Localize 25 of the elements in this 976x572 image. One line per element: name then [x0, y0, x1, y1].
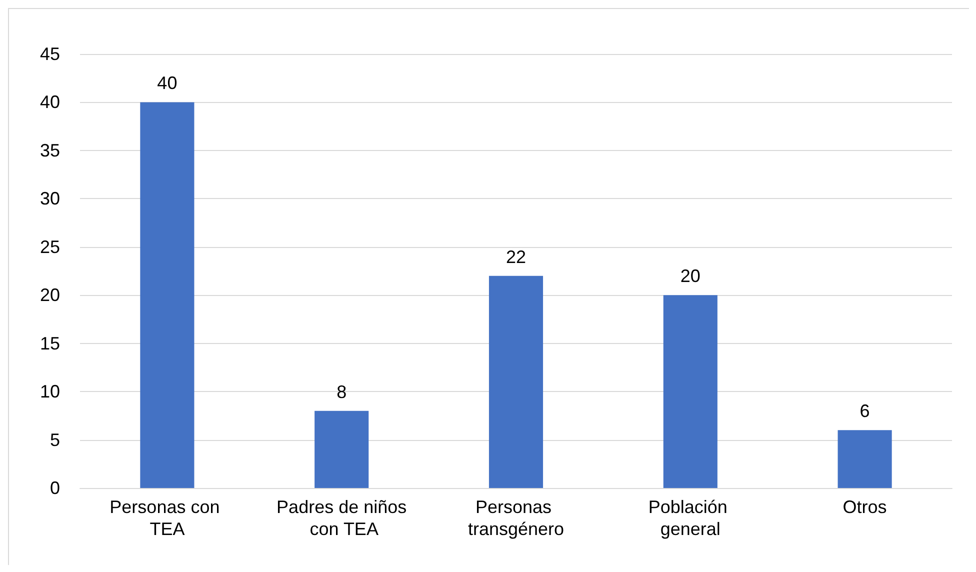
- y-tick-label: 45: [40, 44, 60, 64]
- data-label: 6: [860, 401, 870, 422]
- bar: [314, 410, 369, 488]
- y-tick-label: 35: [40, 140, 60, 160]
- bar: [140, 102, 194, 488]
- y-tick-label: 10: [40, 382, 60, 402]
- y-tick-label: 25: [40, 236, 60, 257]
- y-tick-label: 30: [40, 188, 60, 209]
- bar: [488, 276, 544, 488]
- x-tick-label: Otros: [842, 497, 887, 517]
- data-label: 20: [680, 266, 700, 286]
- y-tick-label: 40: [40, 92, 60, 112]
- bar: [838, 430, 892, 488]
- y-tick-label: 20: [40, 285, 60, 306]
- data-label: 22: [506, 246, 526, 267]
- x-tick-label: Población general: [648, 497, 732, 539]
- x-tick-label: Personas transgénero: [468, 497, 564, 539]
- bar: [663, 295, 718, 488]
- x-tick-label: Padres de niños con TEA: [276, 497, 407, 539]
- data-label: 8: [336, 382, 347, 402]
- data-label: 40: [157, 73, 178, 94]
- y-tick-label: 0: [50, 478, 60, 498]
- y-tick-label: 15: [40, 333, 60, 354]
- x-tick-label: Personas con TEA: [110, 497, 225, 539]
- y-tick-label: 5: [50, 430, 60, 450]
